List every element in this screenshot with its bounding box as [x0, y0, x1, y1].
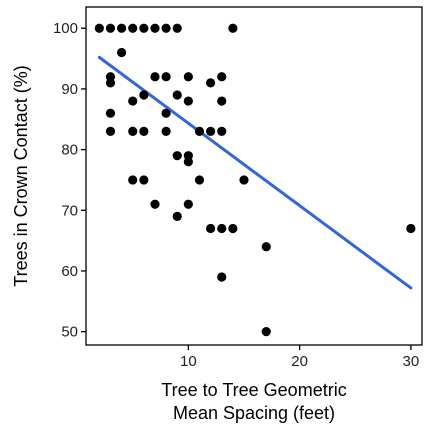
data-point-15 — [217, 72, 227, 82]
data-point-17 — [139, 90, 149, 100]
data-point-33 — [183, 157, 193, 167]
data-point-31 — [172, 151, 182, 161]
data-point-18 — [172, 90, 182, 100]
data-point-24 — [105, 126, 116, 136]
data-point-42 — [217, 223, 227, 234]
data-point-46 — [217, 272, 227, 282]
x-tick-label-30: 30 — [403, 353, 420, 370]
data-point-41 — [206, 223, 216, 234]
data-point-19 — [128, 96, 138, 106]
data-point-12 — [150, 72, 160, 82]
data-point-4 — [139, 23, 149, 33]
x-axis: 10 20 30 — [180, 345, 419, 370]
data-point-40 — [172, 211, 182, 221]
data-point-22 — [105, 108, 116, 118]
data-point-43 — [228, 223, 238, 234]
y-tick-label-60: 60 — [61, 263, 78, 280]
y-tick-label-70: 70 — [61, 202, 78, 219]
data-point-29 — [206, 126, 216, 136]
data-point-25 — [128, 126, 138, 136]
data-point-3 — [128, 23, 138, 33]
data-point-38 — [150, 199, 160, 209]
plot-border — [85, 6, 423, 346]
data-point-16 — [206, 78, 216, 88]
y-axis: 50 60 70 80 90 100 — [53, 20, 86, 341]
data-point-30 — [217, 126, 227, 136]
data-point-5 — [150, 23, 160, 33]
y-tick-label-100: 100 — [53, 20, 78, 37]
data-point-14 — [183, 72, 193, 82]
data-point-7 — [172, 23, 182, 33]
data-point-27 — [161, 126, 171, 136]
data-point-39 — [183, 199, 193, 209]
data-point-0 — [94, 23, 104, 33]
data-point-8 — [228, 23, 238, 33]
data-point-9 — [117, 47, 127, 58]
trend-line — [97, 55, 413, 290]
data-point-6 — [161, 23, 171, 33]
data-point-13 — [161, 72, 171, 82]
data-point-20 — [183, 96, 193, 106]
data-point-11 — [105, 78, 116, 88]
data-point-34 — [128, 175, 138, 185]
data-point-47 — [261, 327, 271, 337]
data-point-1 — [105, 23, 116, 33]
data-point-21 — [217, 96, 227, 106]
data-point-23 — [161, 108, 171, 118]
data-point-45 — [261, 242, 271, 252]
y-tick-label-90: 90 — [61, 81, 78, 98]
x-tick-label-10: 10 — [180, 353, 197, 370]
data-point-28 — [194, 126, 205, 136]
x-axis-title-line-1: Tree to Tree Geometric — [161, 380, 346, 400]
x-tick-label-20: 20 — [291, 353, 308, 370]
y-tick-label-50: 50 — [61, 324, 78, 341]
data-point-26 — [139, 126, 149, 136]
data-point-35 — [139, 175, 149, 185]
data-points — [94, 23, 416, 337]
data-point-44 — [406, 223, 416, 234]
data-point-36 — [194, 175, 205, 185]
y-tick-label-80: 80 — [61, 142, 78, 159]
y-axis-title: Trees in Crown Contact (%) — [11, 65, 31, 286]
data-point-37 — [239, 175, 249, 185]
data-point-2 — [117, 23, 127, 33]
x-axis-title-line-2: Mean Spacing (feet) — [173, 403, 335, 423]
